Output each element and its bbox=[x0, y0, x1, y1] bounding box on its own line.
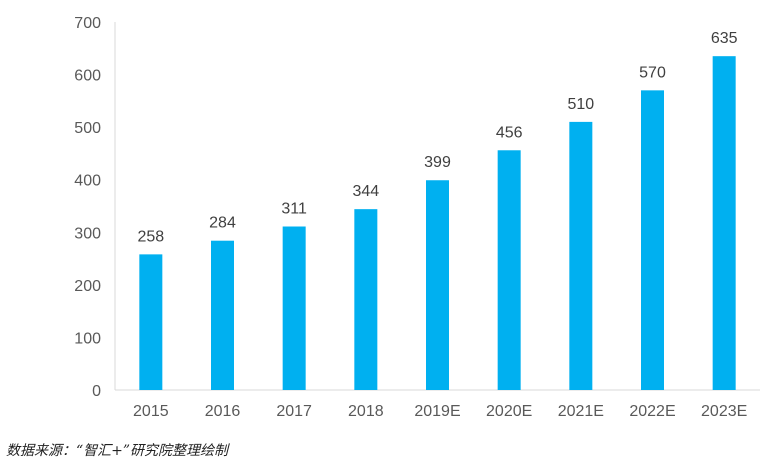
data-label: 284 bbox=[209, 215, 236, 232]
x-tick-label: 2021E bbox=[558, 403, 604, 420]
x-tick-label: 2020E bbox=[486, 403, 532, 420]
x-tick-label: 2022E bbox=[629, 403, 675, 420]
y-tick-label: 0 bbox=[92, 383, 101, 400]
bar bbox=[641, 90, 664, 390]
bar-series bbox=[139, 56, 736, 391]
bar bbox=[354, 209, 378, 390]
data-label: 510 bbox=[567, 96, 594, 113]
y-tick-label: 400 bbox=[74, 173, 101, 190]
y-tick-label: 600 bbox=[74, 68, 101, 85]
x-tick-label: 2017 bbox=[276, 403, 312, 420]
y-tick-label: 500 bbox=[74, 120, 101, 137]
x-tick-label: 2016 bbox=[205, 403, 241, 420]
data-label: 344 bbox=[352, 183, 379, 200]
bar bbox=[497, 150, 521, 390]
x-tick-label: 2018 bbox=[348, 403, 384, 420]
bar bbox=[139, 254, 163, 390]
bar bbox=[211, 240, 234, 390]
data-label: 311 bbox=[281, 201, 307, 218]
y-tick-label: 200 bbox=[74, 278, 101, 295]
y-tick-label: 700 bbox=[74, 15, 101, 32]
bar bbox=[282, 226, 306, 390]
data-label: 258 bbox=[137, 228, 164, 245]
source-note: 数据来源：“智汇+”研究院整理绘制 bbox=[6, 443, 229, 459]
data-labels: 258 284 311 344 399 456 510 570 635 bbox=[137, 30, 737, 245]
data-label: 456 bbox=[496, 124, 523, 141]
y-tick-label: 100 bbox=[74, 330, 101, 347]
bar bbox=[426, 180, 449, 390]
data-label: 399 bbox=[424, 154, 451, 171]
x-axis: 2015 2016 2017 2018 2019E 2020E 2021E 2022E 2023… bbox=[115, 389, 760, 420]
data-label: 635 bbox=[711, 30, 738, 47]
data-label: 570 bbox=[639, 64, 666, 81]
bar bbox=[569, 121, 593, 390]
x-tick-label: 2019E bbox=[414, 403, 460, 420]
y-axis: 0 100 200 300 400 500 600 700 bbox=[74, 15, 116, 400]
x-tick-label: 2023E bbox=[701, 403, 747, 420]
y-tick-label: 300 bbox=[74, 225, 101, 242]
x-tick-label: 2015 bbox=[133, 403, 169, 420]
bar bbox=[712, 56, 736, 391]
